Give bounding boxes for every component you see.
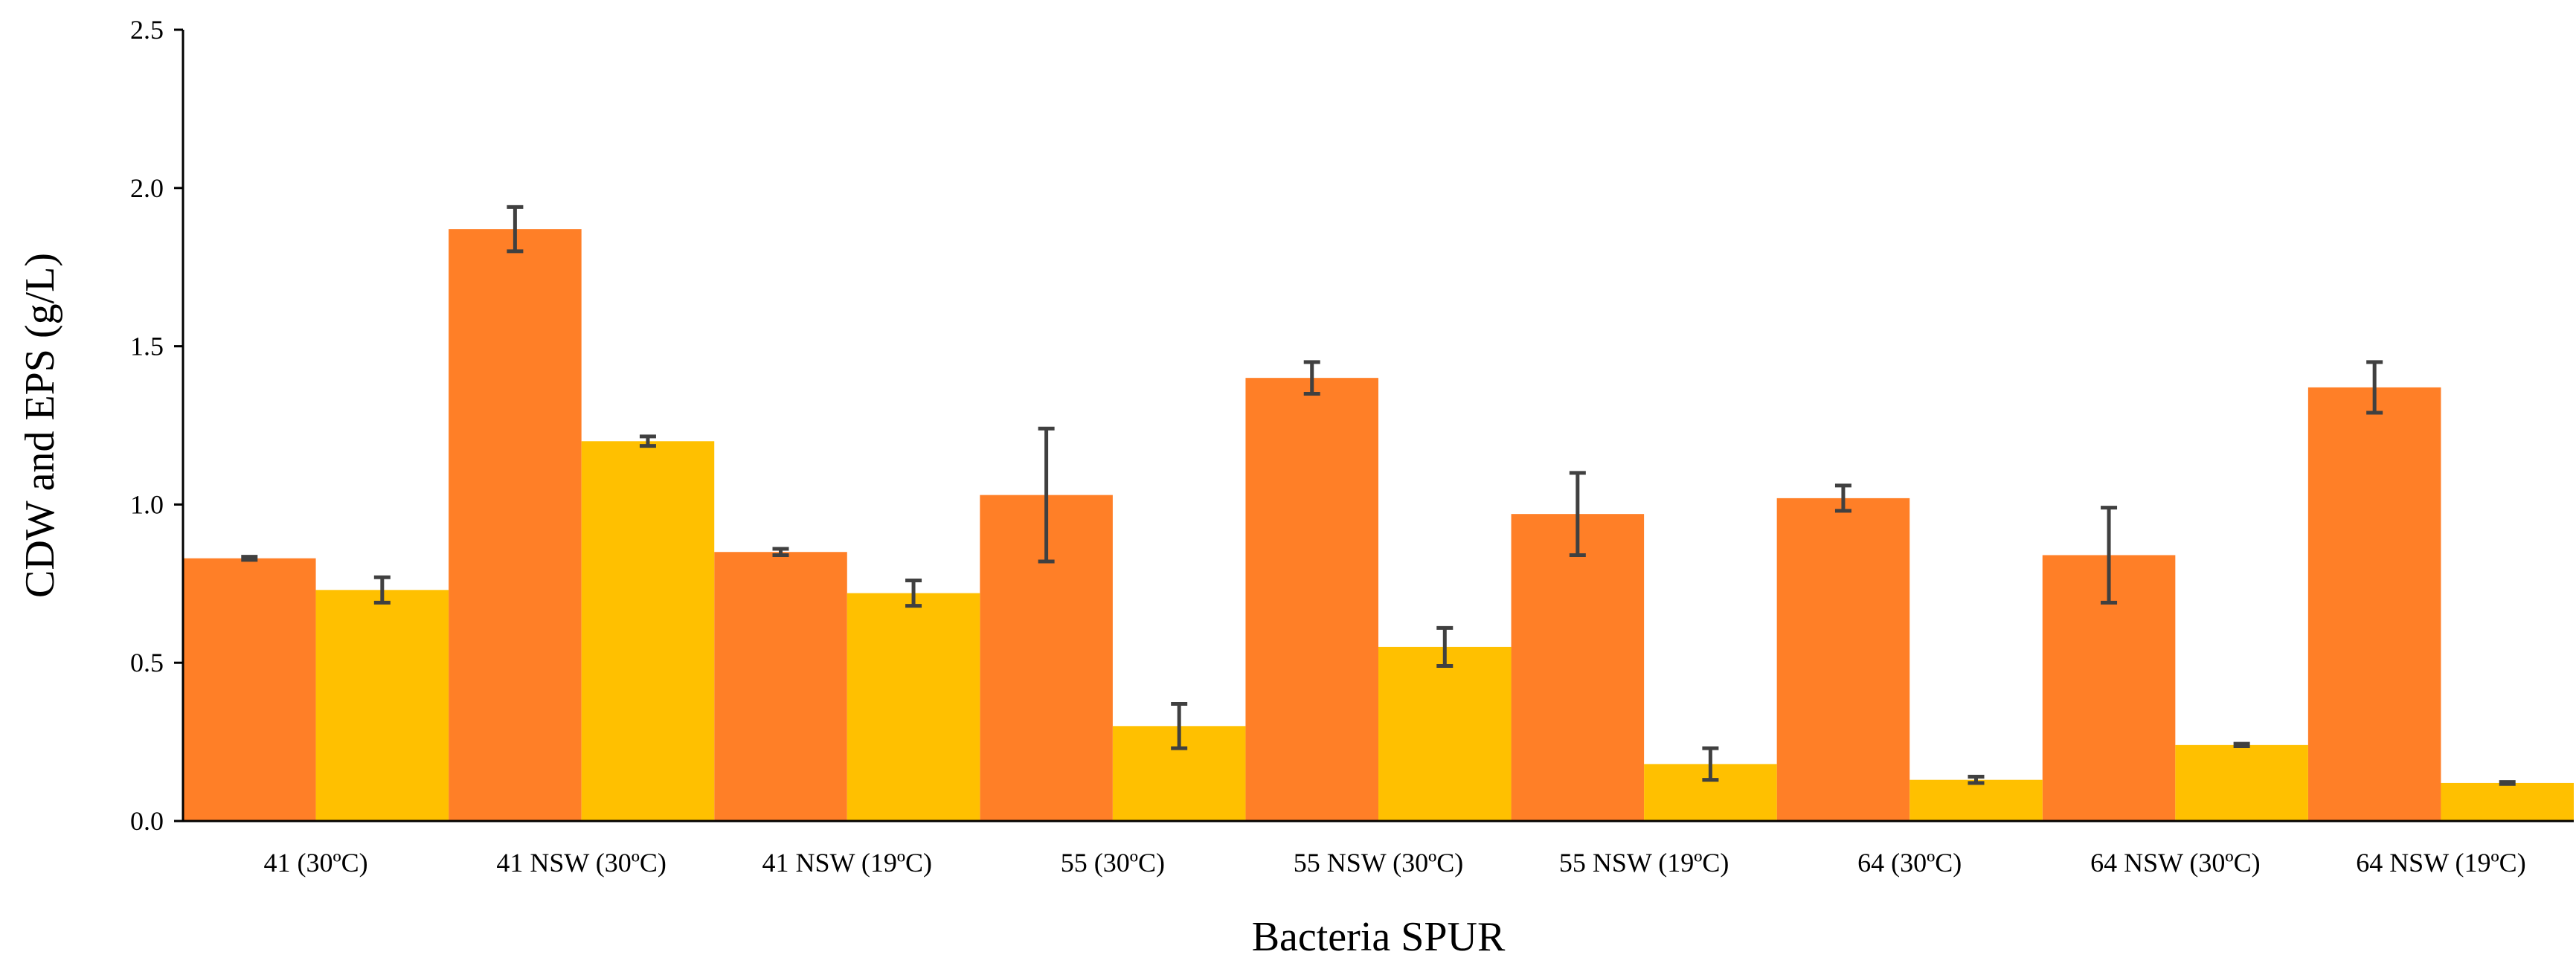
- error-bar-eps-3: [1171, 702, 1188, 750]
- bar-cdw-8: [2307, 387, 2441, 821]
- x-tick-label: 41 NSW (19ºC): [762, 848, 933, 878]
- bar-cdw-6: [1776, 498, 1910, 821]
- x-tick-label: 55 NSW (19ºC): [1559, 848, 1729, 878]
- error-bar-eps-4: [1436, 625, 1454, 668]
- bars-layer: [183, 229, 2574, 821]
- error-bar-eps-2: [905, 579, 922, 608]
- bar-eps-8: [2441, 782, 2574, 821]
- error-bar-cdw-8: [2366, 360, 2383, 415]
- x-axis-ticks: 41 (30ºC) 41 NSW (30ºC) 41 NSW (19ºC) 55 (3…: [263, 848, 2525, 878]
- x-tick-label: 55 NSW (30ºC): [1294, 848, 1464, 878]
- bar-eps-0: [315, 590, 449, 821]
- y-tick-label: 1.0: [130, 489, 164, 519]
- error-bar-cdw-6: [1834, 483, 1851, 513]
- y-axis-title: CDW and EPS (g/L): [17, 253, 63, 598]
- error-bar-cdw-2: [772, 547, 789, 557]
- y-tick-label: 2.5: [130, 15, 164, 45]
- bar-cdw-5: [1511, 514, 1645, 821]
- y-tick-label: 0.5: [130, 648, 164, 677]
- x-tick-label: 55 (30ºC): [1061, 848, 1165, 878]
- error-bar-cdw-4: [1303, 360, 1320, 396]
- y-tick-label: 2.0: [130, 173, 164, 203]
- x-tick-label: 64 (30ºC): [1857, 848, 1962, 878]
- error-bar-cdw-1: [507, 205, 524, 254]
- error-bars-layer: [241, 205, 2516, 786]
- y-tick-label: 1.5: [130, 332, 164, 361]
- error-bar-cdw-3: [1038, 426, 1055, 564]
- y-axis-ticks: 0.0 0.5 1.0 1.5 2.0 2.5: [130, 15, 183, 836]
- error-bar-eps-1: [639, 434, 656, 448]
- x-axis-title: Bacteria SPUR: [1252, 914, 1506, 960]
- y-tick-label: 0.0: [130, 806, 164, 836]
- x-tick-label: 64 NSW (19ºC): [2356, 848, 2526, 878]
- bar-eps-2: [847, 593, 980, 821]
- x-tick-label: 41 (30ºC): [263, 848, 367, 878]
- bar-eps-4: [1378, 646, 1512, 821]
- error-bar-eps-8: [2499, 780, 2516, 786]
- x-tick-label: 41 NSW (30ºC): [496, 848, 667, 878]
- bar-eps-1: [581, 441, 715, 821]
- error-bar-eps-5: [1702, 746, 1719, 782]
- bar-cdw-2: [714, 552, 847, 821]
- error-bar-cdw-7: [2101, 506, 2118, 605]
- error-bar-eps-6: [1968, 774, 1985, 785]
- error-bar-cdw-0: [241, 555, 258, 562]
- error-bar-eps-0: [373, 575, 391, 605]
- bar-cdw-1: [449, 229, 582, 821]
- x-tick-label: 64 NSW (30ºC): [2090, 848, 2261, 878]
- error-bar-cdw-5: [1569, 471, 1586, 557]
- bar-cdw-4: [1245, 378, 1378, 821]
- bar-eps-6: [1909, 779, 2043, 821]
- error-bar-eps-7: [2233, 741, 2250, 749]
- bar-eps-7: [2175, 744, 2308, 821]
- bar-cdw-0: [183, 558, 316, 821]
